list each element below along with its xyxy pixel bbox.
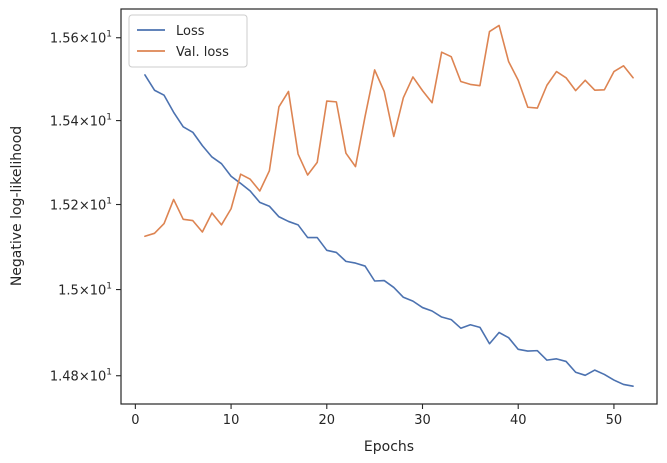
y-tick-base: 10 <box>90 370 107 385</box>
y-tick-exponent: 1 <box>106 30 112 40</box>
y-tick-mantissa: 1.52 <box>50 199 79 214</box>
y-tick-mantissa: 1.54 <box>50 115 79 130</box>
y-tick-base: 10 <box>90 32 107 47</box>
y-tick-base: 10 <box>90 199 107 214</box>
legend: Loss Val. loss <box>128 14 248 68</box>
y-tick-times: × <box>79 370 90 385</box>
y-tick-label: 1.52×101 <box>50 197 112 214</box>
y-tick-times: × <box>79 284 90 299</box>
x-tick-label: 0 <box>131 413 139 428</box>
series-line-0 <box>144 74 634 387</box>
x-tick-label: 20 <box>319 413 336 428</box>
y-tick-label: 1.5×101 <box>58 282 112 299</box>
y-tick-exponent: 1 <box>106 282 112 292</box>
y-tick-mantissa: 1.5 <box>58 284 79 299</box>
y-tick-times: × <box>79 115 90 130</box>
legend-box <box>128 14 248 68</box>
y-axis-label: Negative log-likelihood <box>9 126 25 286</box>
legend-label: Loss <box>176 24 205 39</box>
x-axis: 0 10 20 30 40 50 <box>131 404 622 428</box>
x-tick-label: 50 <box>606 413 623 428</box>
legend-label: Val. loss <box>176 45 229 60</box>
y-tick-mantissa: 1.48 <box>50 370 79 385</box>
y-tick-mantissa: 1.56 <box>50 32 79 47</box>
x-axis-label: Epochs <box>364 439 414 455</box>
y-tick-label: 1.56×101 <box>50 30 112 47</box>
y-tick-label: 1.48×101 <box>50 368 112 385</box>
y-tick-exponent: 1 <box>106 197 112 207</box>
series-layer <box>144 24 634 387</box>
y-tick-base: 10 <box>90 284 107 299</box>
y-tick-base: 10 <box>90 115 107 130</box>
y-tick-exponent: 1 <box>106 368 112 378</box>
y-tick-times: × <box>79 32 90 47</box>
series-line-1 <box>144 24 634 238</box>
y-tick-label: 1.54×101 <box>50 113 112 130</box>
y-tick-exponent: 1 <box>106 113 112 123</box>
x-tick-label: 30 <box>414 413 431 428</box>
x-tick-label: 40 <box>510 413 527 428</box>
plot-frame <box>120 8 658 405</box>
x-tick-label: 10 <box>223 413 240 428</box>
y-tick-times: × <box>79 199 90 214</box>
